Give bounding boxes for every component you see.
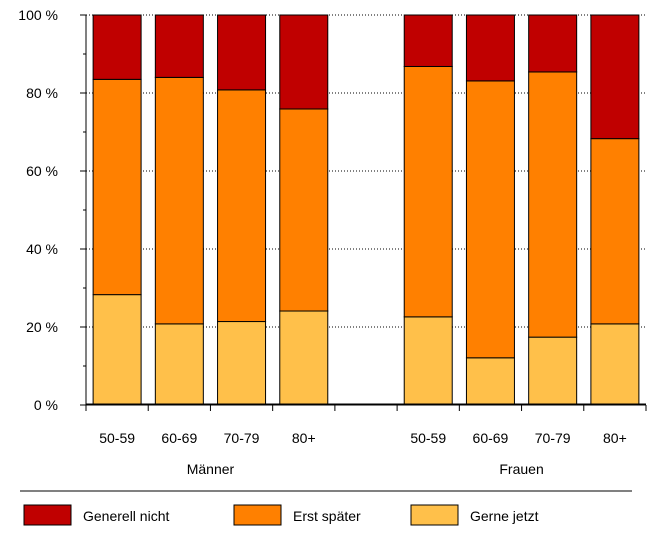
x-axis-tick-labels: 50-59 60-69 70-79 80+ 50-59 60-69 70-79 80+ [99, 430, 627, 446]
bar-segment-gerne_jetzt-frauen-70-79 [528, 336, 578, 406]
axes [80, 14, 647, 411]
x-tick-label: 70-79 [224, 430, 260, 446]
bar-segment-erst_spaeter-männer-60-69 [154, 76, 204, 325]
legend-label-generell_nicht: Generell nicht [83, 508, 169, 524]
x-tick-label: 60-69 [473, 430, 509, 446]
y-tick-label: 100 % [18, 7, 58, 23]
legend-swatch-generell_nicht [23, 504, 72, 526]
x-tick-label: 50-59 [99, 430, 135, 446]
group-label: Männer [187, 461, 235, 477]
bar-segment-generell_nicht-frauen-60-69 [465, 14, 515, 82]
bar-segment-gerne_jetzt-männer-60-69 [154, 323, 204, 406]
bar-segment-gerne_jetzt-frauen-80+ [590, 323, 640, 406]
bar-segment-generell_nicht-männer-80+ [279, 14, 329, 110]
bar-segment-erst_spaeter-männer-80+ [279, 108, 329, 312]
bar-segment-gerne_jetzt-frauen-60-69 [465, 357, 515, 406]
bar-segment-generell_nicht-männer-70-79 [217, 14, 267, 91]
bar-segment-gerne_jetzt-frauen-50-59 [403, 316, 453, 406]
y-tick-label: 60 % [26, 163, 58, 179]
bar-segment-erst_spaeter-frauen-60-69 [465, 80, 515, 359]
group-labels: Männer Frauen [187, 461, 544, 477]
y-tick-label: 0 % [34, 397, 58, 413]
x-tick-label: 80+ [292, 430, 316, 446]
bar-segment-generell_nicht-frauen-70-79 [528, 14, 578, 73]
bar-segment-erst_spaeter-männer-50-59 [92, 78, 142, 296]
x-tick-label: 80+ [603, 430, 627, 446]
legend-swatch-gerne_jetzt [410, 504, 459, 526]
x-tick-label: 50-59 [410, 430, 446, 446]
legend: Generell nicht Erst später Gerne jetzt [23, 504, 539, 526]
bar-segment-erst_spaeter-frauen-70-79 [528, 71, 578, 338]
y-tick-label: 80 % [26, 85, 58, 101]
x-tick-label: 70-79 [535, 430, 571, 446]
bars [92, 14, 640, 406]
bar-segment-gerne_jetzt-männer-80+ [279, 310, 329, 406]
bar-segment-generell_nicht-frauen-80+ [590, 14, 640, 140]
bar-segment-erst_spaeter-männer-70-79 [217, 89, 267, 323]
group-label: Frauen [499, 461, 543, 477]
bar-segment-erst_spaeter-frauen-50-59 [403, 65, 453, 318]
y-axis-tick-labels: 0 % 20 % 40 % 60 % 80 % 100 % [18, 7, 58, 413]
legend-label-erst_spaeter: Erst später [293, 508, 361, 524]
bar-segment-gerne_jetzt-männer-70-79 [217, 321, 267, 406]
y-tick-label: 20 % [26, 319, 58, 335]
bar-segment-erst_spaeter-frauen-80+ [590, 138, 640, 325]
bar-segment-generell_nicht-frauen-50-59 [403, 14, 453, 67]
bar-segment-gerne_jetzt-männer-50-59 [92, 294, 142, 406]
legend-label-gerne_jetzt: Gerne jetzt [470, 508, 539, 524]
legend-swatch-erst_spaeter [233, 504, 282, 526]
bar-segment-generell_nicht-männer-60-69 [154, 14, 204, 78]
y-tick-label: 40 % [26, 241, 58, 257]
bar-segment-generell_nicht-männer-50-59 [92, 14, 142, 80]
x-tick-label: 60-69 [161, 430, 197, 446]
